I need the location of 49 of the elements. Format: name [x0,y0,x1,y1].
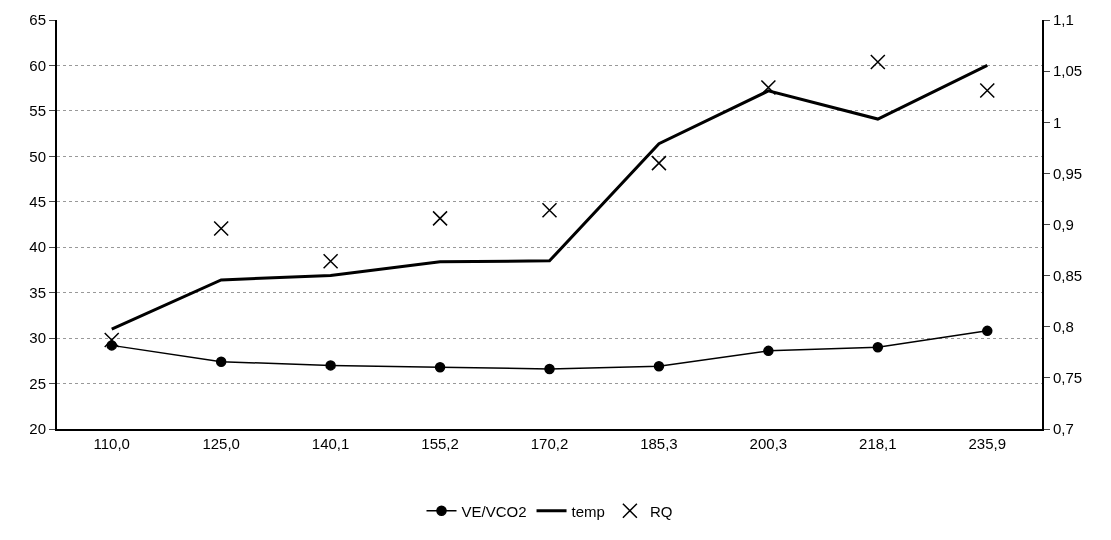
x-tick-label: 185,3 [640,435,678,452]
point [651,155,667,171]
y2-tick-label: 0,9 [1053,215,1074,233]
y-tick-label: 20 [29,420,46,438]
point [213,220,229,237]
x-tick-label: 140,1 [311,435,350,452]
x-tick-label: 110,0 [93,435,130,452]
point [979,82,996,99]
point [763,345,774,357]
point [103,332,120,348]
y2-tick-label: 0,8 [1053,318,1074,335]
point [544,363,555,375]
y2-tick-label: 1,1 [1053,11,1074,29]
point [434,361,446,373]
point [541,202,558,218]
y-tick-label: 50 [29,147,46,165]
y2-tick-label: 0,95 [1053,164,1083,182]
point [982,325,993,337]
y-tick-label: 65 [29,11,46,29]
point [432,210,448,227]
y-tick-label: 30 [29,329,46,347]
x-tick-label: 218,1 [859,435,897,452]
x-tick-label: 155,2 [421,435,459,452]
legend-label: temp [571,502,605,520]
y-tick-label: 45 [29,193,46,211]
point [872,341,884,353]
point [215,356,227,367]
x-tick-label: 170,2 [530,435,569,452]
y-tick-label: 40 [29,238,46,256]
point [760,79,777,96]
point [322,253,339,270]
y-tick-label: 35 [29,283,46,301]
y2-tick-label: 1,05 [1053,62,1083,80]
legend-label: RQ [649,502,673,520]
point [653,361,665,372]
legend-label: VE/VCO2 [461,502,527,520]
point [870,54,886,70]
y2-tick-label: 0,7 [1053,420,1074,438]
y2-tick-label: 1 [1053,113,1062,131]
y2-tick-label: 0,75 [1053,369,1083,387]
line-series [110,63,989,331]
y2-tick-label: 0,85 [1053,266,1083,284]
y-tick-label: 60 [29,56,46,74]
x-tick-label: 125,0 [202,435,240,452]
x-tick-label: 200,3 [749,435,788,452]
y-tick-label: 55 [29,102,46,120]
y-tick-label: 25 [29,374,46,392]
point [325,360,336,371]
x-tick-label: 235,9 [968,435,1007,452]
